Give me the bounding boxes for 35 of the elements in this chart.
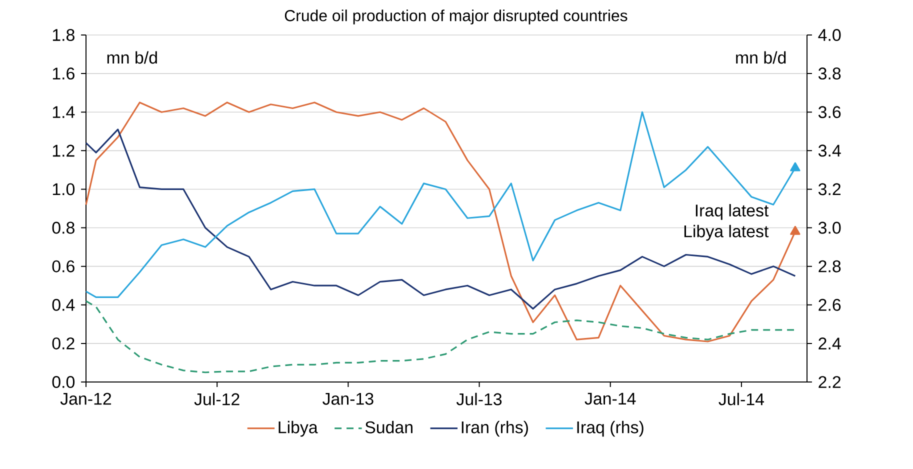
x-tick-label: Jul-14 — [718, 392, 764, 406]
annotation: Iraq latest — [696, 204, 769, 220]
y-tick-label: 1.0 — [52, 183, 75, 196]
x-tick-label: Jan-12 — [60, 392, 112, 405]
y2-tick-label: 4.0 — [818, 29, 841, 41]
y-tick-label: 1.4 — [52, 106, 75, 118]
x-tick-label: Jul-12 — [194, 392, 240, 406]
y-tick-label: 0.8 — [52, 222, 74, 234]
y2-tick-label: 3.4 — [818, 144, 841, 157]
y2-axis-title: mn b/d — [736, 51, 786, 64]
legend-label: Sudan — [365, 420, 412, 434]
legend-label: Iran (rhs) — [462, 420, 528, 437]
annotation: Libya latest — [684, 224, 769, 241]
y-axis-title: mn b/d — [107, 51, 157, 64]
y-tick-label: 1.2 — [52, 144, 74, 157]
y-tick-label: 0.0 — [52, 376, 75, 388]
x-tick-label: Jan-13 — [322, 392, 374, 405]
y2-tick-label: 3.8 — [818, 68, 841, 80]
legend-label: Libya — [278, 420, 318, 437]
y-tick-label: 1.6 — [52, 68, 74, 80]
y-tick-label: 0.6 — [52, 260, 74, 272]
y2-tick-label: 3.6 — [818, 106, 841, 118]
y2-tick-label: 2.8 — [818, 260, 841, 272]
y-tick-label: 0.4 — [52, 298, 75, 311]
y2-tick-label: 3.2 — [818, 183, 841, 196]
y2-tick-label: 2.2 — [818, 376, 841, 388]
y2-tick-label: 2.4 — [818, 338, 841, 350]
y-tick-label: 1.8 — [52, 29, 74, 41]
chart-title: Crude oil production of major disrupted countries — [284, 10, 628, 24]
x-tick-label: Jan-14 — [584, 392, 636, 405]
y2-tick-label: 2.6 — [818, 298, 841, 311]
y-tick-label: 0.2 — [52, 337, 74, 350]
legend-label: Iraq (rhs) — [577, 420, 644, 437]
y2-tick-label: 3.0 — [818, 222, 841, 234]
x-tick-label: Jul-13 — [456, 392, 502, 406]
